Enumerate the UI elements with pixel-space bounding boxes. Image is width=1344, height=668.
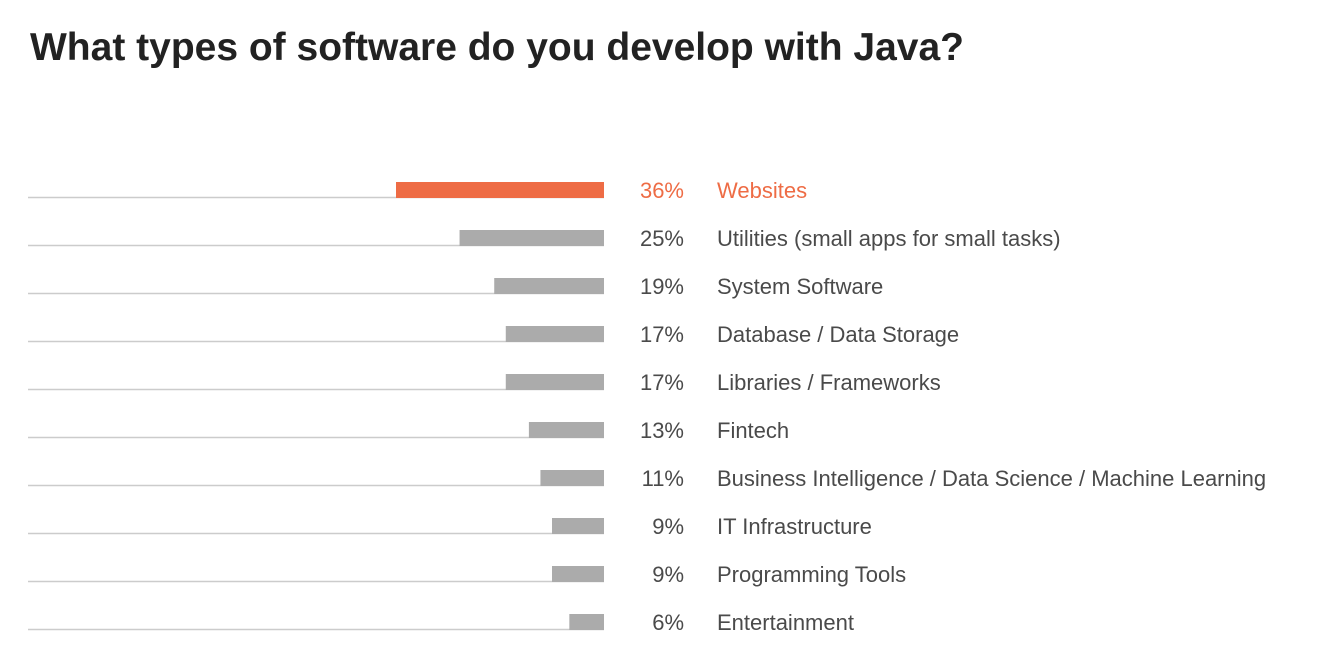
value-label: 13% bbox=[640, 418, 684, 443]
value-label: 9% bbox=[652, 514, 684, 539]
category-label: Utilities (small apps for small tasks) bbox=[717, 226, 1061, 251]
value-label: 6% bbox=[652, 610, 684, 635]
category-label: Libraries / Frameworks bbox=[717, 370, 941, 395]
bar bbox=[396, 182, 604, 198]
bar bbox=[494, 278, 604, 294]
bar bbox=[552, 566, 604, 582]
chart-title: What types of software do you develop wi… bbox=[30, 26, 964, 69]
bar-row: 19% System Software bbox=[28, 274, 883, 299]
bar-row: 25% Utilities (small apps for small tasks… bbox=[28, 226, 1061, 251]
value-label: 11% bbox=[642, 466, 684, 491]
value-label: 17% bbox=[640, 370, 684, 395]
value-label: 17% bbox=[640, 322, 684, 347]
bar bbox=[505, 326, 604, 342]
bar bbox=[505, 374, 604, 390]
bar-row: 17% Libraries / Frameworks bbox=[28, 370, 941, 395]
bar-row: 6% Entertainment bbox=[28, 610, 854, 635]
bar bbox=[528, 422, 604, 438]
bar-row: 9% Programming Tools bbox=[28, 562, 906, 587]
category-label: Fintech bbox=[717, 418, 789, 443]
bar bbox=[459, 230, 604, 246]
bar-row: 17% Database / Data Storage bbox=[28, 322, 959, 347]
bar-row: 9% IT Infrastructure bbox=[28, 514, 872, 539]
bar bbox=[569, 614, 604, 630]
value-label: 9% bbox=[652, 562, 684, 587]
category-label: Entertainment bbox=[717, 610, 854, 635]
bar-row: 13% Fintech bbox=[28, 418, 789, 443]
category-label: IT Infrastructure bbox=[717, 514, 872, 539]
category-label: System Software bbox=[717, 274, 883, 299]
value-label: 25% bbox=[640, 226, 684, 251]
category-label: Business Intelligence / Data Science / M… bbox=[717, 466, 1266, 491]
category-label: Programming Tools bbox=[717, 562, 906, 587]
value-label: 36% bbox=[640, 178, 684, 203]
value-label: 19% bbox=[640, 274, 684, 299]
bar-row: 11% Business Intelligence / Data Science … bbox=[28, 466, 1266, 491]
category-label: Database / Data Storage bbox=[717, 322, 959, 347]
bar-row: 36% Websites bbox=[28, 178, 807, 203]
bar bbox=[552, 518, 604, 534]
category-label: Websites bbox=[717, 178, 807, 203]
bar bbox=[540, 470, 604, 486]
